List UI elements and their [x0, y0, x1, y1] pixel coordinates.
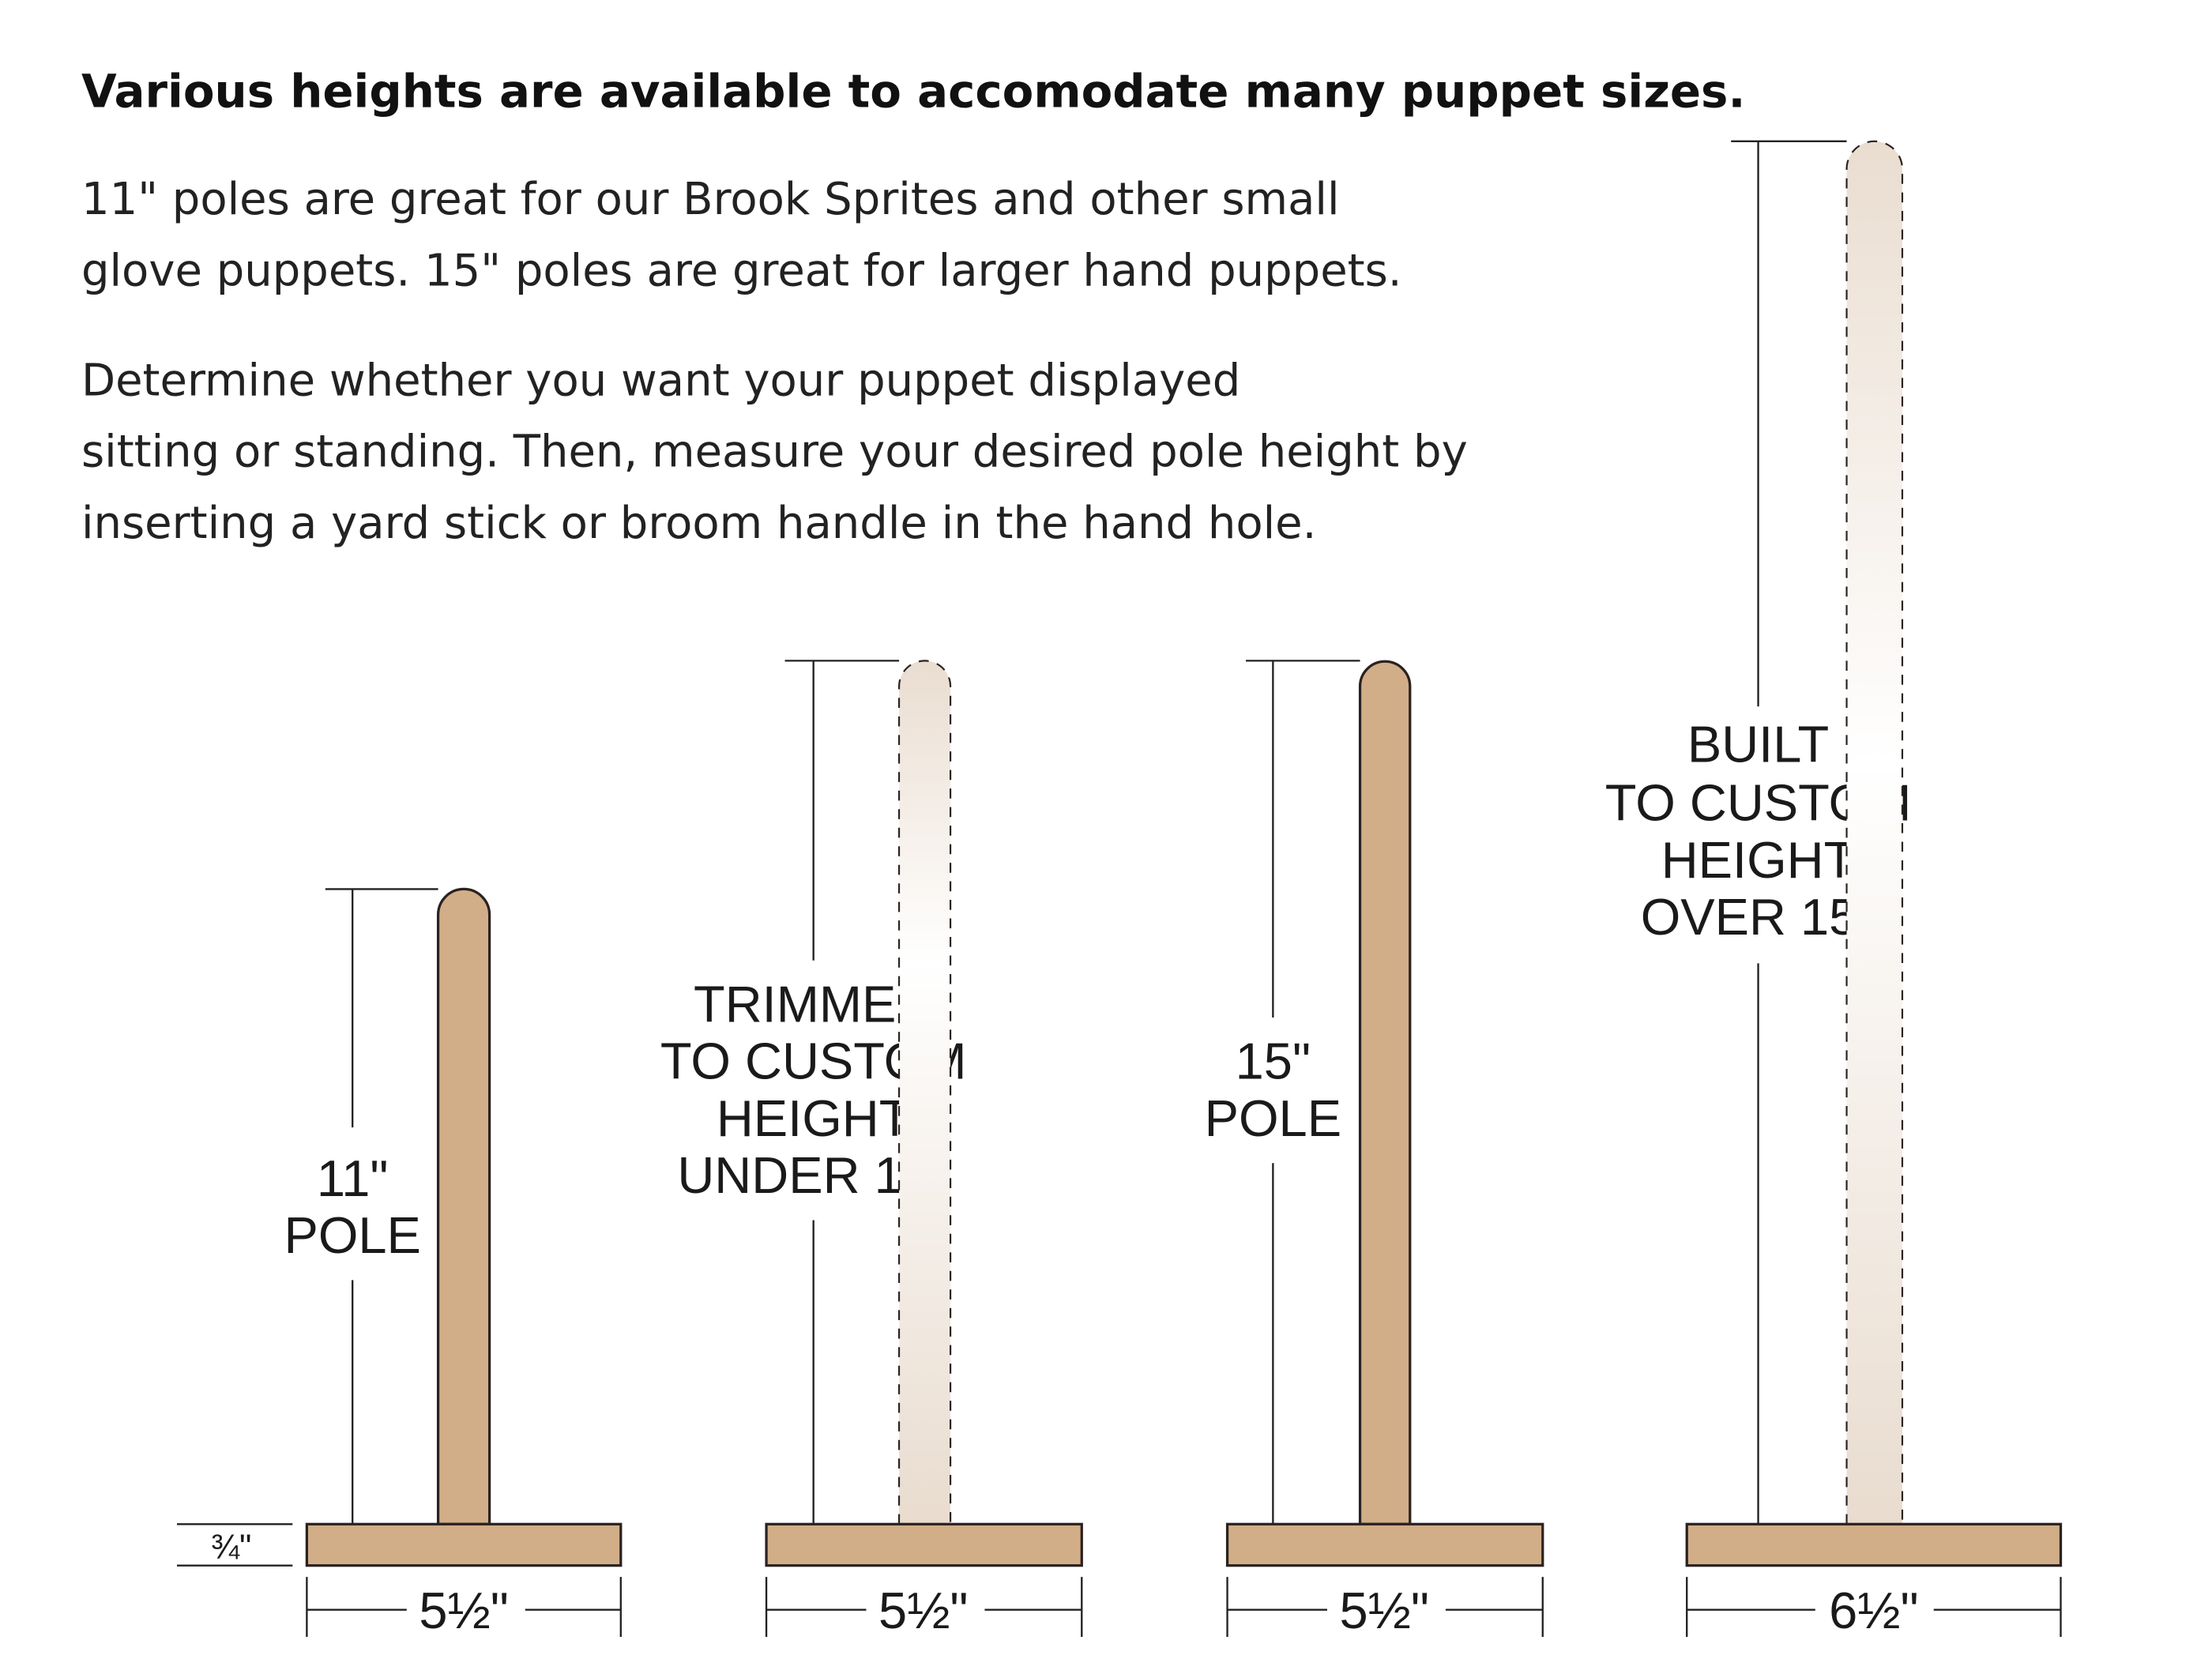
height-label: 11" [317, 1149, 389, 1207]
paragraph-line: glove puppets. 15" poles are great for l… [81, 245, 1402, 296]
height-label: POLE [1205, 1089, 1341, 1147]
height-label: TRIMMED [694, 975, 933, 1033]
stand-trimmed-custom: TRIMMED TO CUSTOM HEIGHT UNDER 15" 5½" [660, 660, 1083, 1639]
height-label: POLE [284, 1206, 420, 1264]
base [1225, 1522, 1544, 1567]
pole [1358, 660, 1412, 1525]
height-label: OVER 15" [1641, 888, 1876, 946]
base [1685, 1522, 2063, 1567]
pole [436, 887, 491, 1525]
height-label: BUILT [1687, 716, 1829, 773]
paragraph-line: Determine whether you want your puppet d… [81, 355, 1240, 406]
heading: Various heights are available to accomod… [81, 64, 1745, 118]
paragraph-line: sitting or standing. Then, measure your … [81, 427, 1468, 478]
base-thickness-label: ¾" [211, 1529, 252, 1567]
height-label: HEIGHT [717, 1089, 911, 1147]
paragraph-line: inserting a yard stick or broom handle i… [81, 498, 1316, 549]
pole-ghost [897, 660, 952, 1525]
height-label: 15" [1236, 1033, 1311, 1090]
pole-ghost [1845, 140, 1904, 1525]
stand-11-inch: 11" POLE 5½" [284, 887, 623, 1639]
height-label: HEIGHT [1661, 831, 1856, 889]
base-width-label: 5½" [1340, 1582, 1429, 1639]
base-width-label: 5½" [419, 1582, 508, 1639]
intro-paragraph: 11" poles are great for our Brook Sprite… [81, 174, 1402, 296]
paragraph-line: 11" poles are great for our Brook Sprite… [81, 174, 1340, 225]
instructions-paragraph: Determine whether you want your puppet d… [81, 355, 1468, 549]
base-width-label: 6½" [1829, 1582, 1918, 1639]
base-width-label: 5½" [878, 1582, 968, 1639]
base-thickness-dimension: ¾" [177, 1523, 293, 1567]
base [765, 1522, 1083, 1567]
base [305, 1522, 623, 1567]
stand-built-custom: BUILT TO CUSTOM HEIGHT OVER 15" 6½" [1605, 140, 2063, 1639]
stand-15-inch: 15" POLE 5½" [1205, 660, 1544, 1639]
